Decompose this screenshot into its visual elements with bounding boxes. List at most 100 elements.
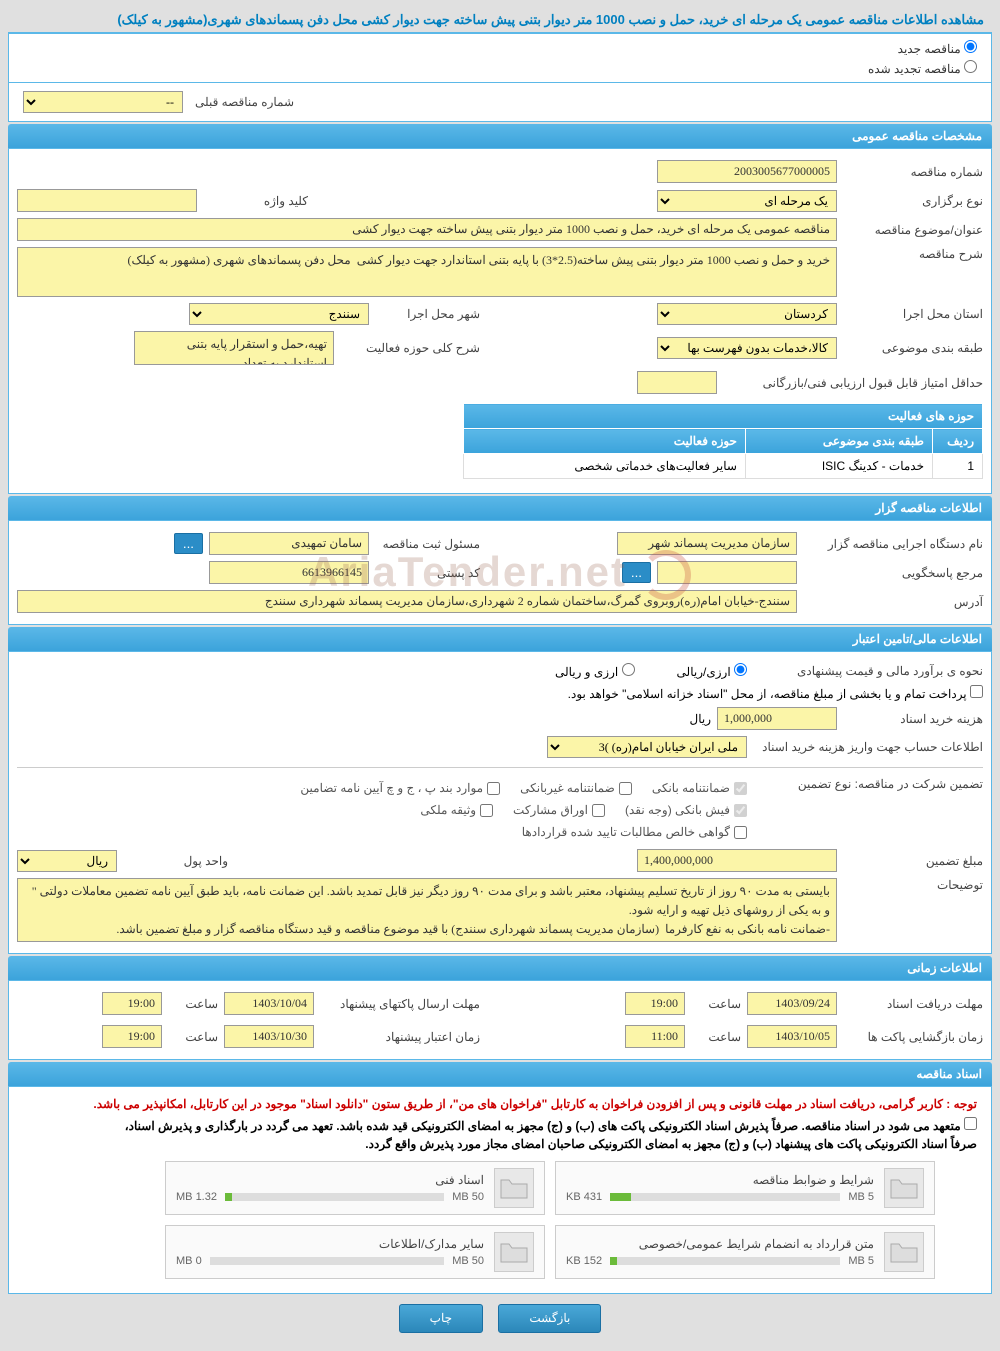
guarantee-amount-label: مبلغ تضمین [843, 854, 983, 868]
type-label: نوع برگزاری [843, 194, 983, 208]
file-progress [610, 1193, 840, 1201]
file-max: 5 MB [848, 1255, 874, 1267]
file-card[interactable]: متن قرارداد به انضمام شرایط عمومی/خصوصی 5… [555, 1225, 935, 1279]
chk-cash[interactable]: فیش بانکی (وجه نقد) [625, 803, 747, 817]
chk-receivables[interactable]: گواهی خالص مطالبات تایید شده قراردادها [522, 825, 747, 839]
doc-warning-1: توجه : کاربر گرامی، دریافت اسناد در مهلت… [15, 1093, 985, 1115]
address-field [17, 590, 797, 613]
resp-label: مرجع پاسخگویی [803, 566, 983, 580]
print-button[interactable]: چاپ [399, 1304, 483, 1333]
file-size: 0 MB [176, 1255, 202, 1267]
file-progress [610, 1257, 840, 1265]
guarantee-amount-field [637, 849, 837, 872]
estimate-label: نحوه ی برآورد مالی و قیمت پیشنهادی [753, 664, 983, 678]
cat-select[interactable]: کالا،خدمات بدون فهرست بها [657, 337, 837, 359]
file-name: شرایط و ضوابط مناقصه [566, 1173, 874, 1187]
reg-mgr-field [209, 532, 369, 555]
resp-field[interactable] [657, 561, 797, 584]
file-max: 50 MB [452, 1255, 484, 1267]
province-select[interactable]: کردستان [657, 303, 837, 325]
file-size: 1.32 MB [176, 1191, 217, 1203]
org-field [617, 532, 797, 555]
currency-radio-1[interactable]: ارزی/ریالی [677, 663, 747, 679]
doc-receive-date [747, 992, 837, 1015]
radio-extended[interactable]: مناقصه تجدید شده [43, 60, 977, 76]
chk-regulation-items[interactable]: موارد بند پ ، ج و چ آیین نامه تضامین [300, 781, 500, 795]
section-owner-header: اطلاعات مناقصه گزار [8, 496, 992, 520]
type-select[interactable]: یک مرحله ای [657, 190, 837, 212]
open-time [625, 1025, 685, 1048]
doc-cost-label: هزینه خرید اسناد [843, 712, 983, 726]
file-card[interactable]: اسناد فنی 50 MB 1.32 MB [165, 1161, 545, 1215]
currency-radio-2[interactable]: ارزی و ریالی [555, 663, 635, 679]
folder-icon [884, 1168, 924, 1208]
account-label: اطلاعات حساب جهت واریز هزینه خرید اسناد [753, 740, 983, 754]
folder-icon [494, 1168, 534, 1208]
hour-label-1: ساعت [691, 997, 741, 1011]
file-card[interactable]: سایر مدارک/اطلاعات50 MB0 MB [165, 1225, 545, 1279]
rial-label: ریال [689, 712, 711, 726]
envelope-send-date [224, 992, 314, 1015]
address-label: آدرس [803, 595, 983, 609]
open-date [747, 1025, 837, 1048]
validity-label: زمان اعتبار پیشنهاد [320, 1030, 480, 1044]
remarks-label: توضیحات [843, 878, 983, 892]
activity-scope-field: تهیه،حمل و استقرار پایه بتنی استاندارد ب… [134, 331, 334, 365]
cat-label: طبقه بندی موضوعی [843, 341, 983, 355]
table-row: 1 خدمات - کدینگ ISIC سایر فعالیت‌های خدم… [464, 454, 983, 479]
file-size: 152 KB [566, 1255, 602, 1267]
chk-nonbank-guarantee[interactable]: ضمانتنامه غیربانکی [520, 781, 632, 795]
resp-lookup-button[interactable]: ... [622, 562, 651, 583]
page-title: مشاهده اطلاعات مناقصه عمومی یک مرحله ای … [8, 8, 992, 33]
min-score-field[interactable] [637, 371, 717, 394]
doc-cost-field [717, 707, 837, 730]
validity-date [224, 1025, 314, 1048]
doc-receive-label: مهلت دریافت اسناد [843, 997, 983, 1011]
account-select[interactable]: ملی ایران خیابان امام(ره) )3 [547, 736, 747, 758]
back-button[interactable]: بازگشت [498, 1304, 601, 1333]
tender-no-label: شماره مناقصه [843, 165, 983, 179]
th-row: ردیف [933, 429, 983, 454]
desc-label: شرح مناقصه [843, 247, 983, 261]
th-activity: حوزه فعالیت [464, 429, 746, 454]
chk-bonds[interactable]: اوراق مشارکت [513, 803, 605, 817]
city-select[interactable]: سنندج [189, 303, 369, 325]
chk-bank-guarantee[interactable]: ضمانتنامه بانکی [652, 781, 747, 795]
file-max: 5 MB [848, 1191, 874, 1203]
envelope-send-label: مهلت ارسال پاکتهای پیشنهاد [320, 997, 480, 1011]
section-documents-header: اسناد مناقصه [8, 1062, 992, 1086]
file-card[interactable]: شرایط و ضوابط مناقصه5 MB431 KB [555, 1161, 935, 1215]
file-name: متن قرارداد به انضمام شرایط عمومی/خصوصی [566, 1237, 874, 1251]
postal-field [209, 561, 369, 584]
section-general-header: مشخصات مناقصه عمومی [8, 124, 992, 148]
file-max: 50 MB [452, 1191, 484, 1203]
doc-warning-2: متعهد می شود در اسناد مناقصه. صرفاً پذیر… [15, 1115, 985, 1135]
postal-label: کد پستی [375, 566, 480, 580]
hour-label-2: ساعت [168, 997, 218, 1011]
payment-note-checkbox[interactable]: پرداخت تمام و یا بخشی از مبلغ مناقصه، از… [568, 685, 983, 701]
activity-scope-label: شرح کلی حوزه فعالیت [340, 341, 480, 355]
guarantee-type-label: تضمین شرکت در مناقصه: نوع تضمین [753, 777, 983, 791]
section-timing-header: اطلاعات زمانی [8, 956, 992, 980]
prev-tender-label: شماره مناقصه قبلی [189, 95, 294, 109]
open-label: زمان بازگشایی پاکت ها [843, 1030, 983, 1044]
tender-no-field [657, 160, 837, 183]
desc-field: خرید و حمل و نصب 1000 متر دیوار بتنی پیش… [17, 247, 837, 297]
chk-property[interactable]: وثیقه ملکی [420, 803, 493, 817]
keyword-label: کلید واژه [203, 194, 308, 208]
th-cat: طبقه بندی موضوعی [745, 429, 932, 454]
envelope-send-time [102, 992, 162, 1015]
radio-new[interactable]: مناقصه جدید [43, 40, 977, 56]
commit-checkbox[interactable] [964, 1117, 977, 1130]
prev-tender-select[interactable]: -- [23, 91, 183, 113]
section-financial-header: اطلاعات مالی/تامین اعتبار [8, 627, 992, 651]
remarks-field: بایستی به مدت ۹۰ روز از تاریخ تسلیم پیشن… [17, 878, 837, 942]
unit-select[interactable]: ریال [17, 850, 117, 872]
org-label: نام دستگاه اجرایی مناقصه گزار [803, 537, 983, 551]
keyword-field[interactable] [17, 189, 197, 212]
province-label: استان محل اجرا [843, 307, 983, 321]
min-score-label: حداقل امتیاز قابل قبول ارزیابی فنی/بازرگ… [723, 376, 983, 390]
activity-table: حوزه های فعالیت ردیف طبقه بندی موضوعی حو… [463, 403, 983, 479]
file-name: اسناد فنی [176, 1173, 484, 1187]
reg-mgr-lookup-button[interactable]: ... [174, 533, 203, 554]
